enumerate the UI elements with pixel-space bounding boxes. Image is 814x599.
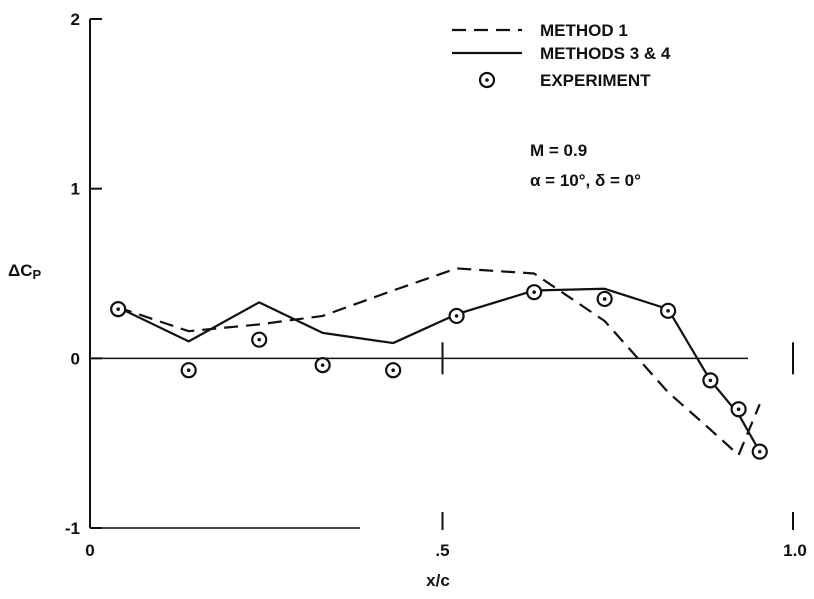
point-dot	[708, 378, 713, 383]
tick-label-layer: -1 0 1 2 0 .5 1.0	[65, 10, 807, 560]
experiment-point	[448, 307, 465, 325]
point-dot	[454, 314, 459, 318]
experiment-point	[702, 372, 719, 389]
point-dot	[257, 337, 262, 342]
point-dot	[320, 363, 325, 367]
experiment-point	[730, 401, 747, 418]
method-1-line	[117, 267, 761, 457]
x-axis-label: x/c	[426, 571, 450, 590]
legend-dot	[485, 78, 489, 82]
legend-label: METHOD 1	[540, 21, 628, 40]
point-dot	[532, 290, 536, 294]
experiment-point	[659, 302, 677, 319]
y-tick-label: 0	[71, 349, 80, 368]
point-dot	[602, 297, 607, 301]
legend-marker	[478, 71, 496, 89]
experiment-point	[751, 443, 768, 460]
experiment-point	[385, 362, 402, 379]
legend-label: METHODS 3 & 4	[540, 44, 671, 63]
experiment-point	[596, 290, 613, 308]
experiment-point	[251, 331, 268, 348]
point-dot	[666, 309, 670, 313]
legend: METHOD 1 METHODS 3 & 4 EXPERIMENT	[452, 21, 671, 90]
y-tick-label: 2	[71, 10, 80, 29]
point-dot	[116, 307, 120, 311]
experiment-point	[110, 301, 127, 318]
point-dot	[186, 368, 191, 373]
x-tick-label: .5	[435, 541, 449, 560]
point-dot	[757, 449, 762, 454]
point-dot	[391, 368, 395, 373]
experiment-point	[180, 362, 197, 379]
legend-label: EXPERIMENT	[540, 71, 651, 90]
series-layer	[110, 267, 768, 460]
experiment-point	[526, 284, 543, 301]
condition-annotation: M = 0.9	[530, 141, 587, 160]
point-dot	[736, 407, 741, 412]
x-tick-label: 1.0	[783, 541, 807, 560]
x-tick-label: 0	[85, 541, 94, 560]
annotation-layer: M = 0.9 α = 10°, δ = 0°	[530, 141, 641, 190]
y-tick-label: 1	[71, 180, 80, 199]
experiment-point	[314, 357, 331, 374]
y-tick-label: -1	[65, 519, 80, 538]
condition-annotation: α = 10°, δ = 0°	[530, 171, 641, 190]
axes-layer	[89, 18, 794, 530]
y-axis-label: ΔCP	[8, 261, 42, 282]
